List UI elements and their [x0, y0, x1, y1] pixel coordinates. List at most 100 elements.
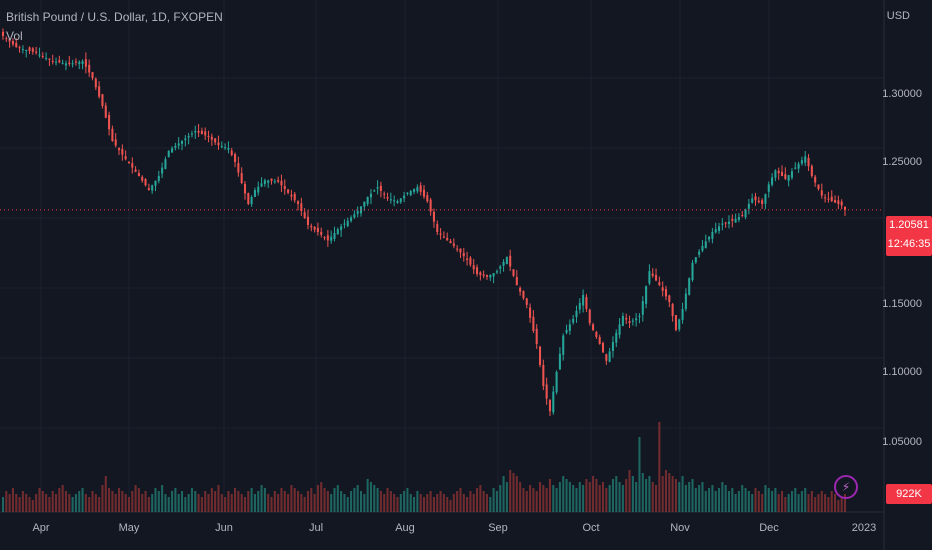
- candle-body: [330, 236, 333, 241]
- volume-bar: [684, 485, 687, 512]
- candle-body: [369, 193, 372, 198]
- volume-bar: [55, 494, 58, 512]
- candle-body: [648, 271, 651, 284]
- x-tick: Sep: [488, 522, 508, 534]
- volume-bar: [383, 494, 386, 512]
- candle-body: [469, 257, 472, 265]
- volume-bar: [234, 488, 237, 512]
- volume-bar: [204, 491, 207, 512]
- volume-bar: [688, 482, 691, 512]
- volume-bar: [316, 485, 319, 512]
- volume-bar: [621, 485, 624, 512]
- volume-bar: [379, 491, 382, 512]
- volume-bar: [585, 479, 588, 512]
- volume-bar: [28, 497, 31, 512]
- volume-bar: [373, 485, 376, 512]
- volume-bar: [194, 491, 197, 512]
- candle-body: [698, 251, 701, 255]
- symbol-title[interactable]: British Pound / U.S. Dollar, 1D, FXOPEN: [6, 10, 223, 24]
- volume-bar: [71, 497, 74, 512]
- volume-bar: [313, 494, 316, 512]
- volume-bar: [601, 482, 605, 512]
- volume-bar: [11, 488, 14, 512]
- volume-bar: [810, 491, 813, 512]
- volume-bar: [240, 494, 243, 512]
- x-tick: Apr: [32, 522, 50, 534]
- candle-body: [625, 318, 628, 320]
- volume-bar: [701, 482, 704, 512]
- volume-bar: [117, 488, 121, 512]
- volume-bar: [830, 491, 833, 512]
- candle-body: [747, 204, 750, 209]
- candle-body: [532, 316, 535, 331]
- candle-body: [572, 318, 575, 323]
- candle-body: [701, 246, 704, 251]
- volume-bar: [459, 488, 462, 512]
- volume-bar: [161, 485, 164, 512]
- candle-body: [691, 262, 694, 280]
- volume-bar: [137, 488, 140, 512]
- lightning-icon[interactable]: ⚡: [834, 475, 858, 499]
- candle-body: [595, 331, 598, 337]
- candle-body: [548, 400, 551, 412]
- volume-bar: [340, 491, 343, 512]
- volume-bar: [711, 485, 714, 512]
- volume-bar: [253, 494, 256, 512]
- volume-bar: [734, 494, 737, 512]
- volume-bar: [297, 491, 300, 512]
- volume-bar: [386, 488, 389, 512]
- volume-bar: [220, 494, 223, 512]
- volume-bar: [548, 479, 551, 512]
- candle-body: [678, 319, 681, 330]
- volume-bar: [180, 491, 184, 512]
- candle-body: [111, 128, 114, 141]
- volume-bar: [522, 488, 525, 512]
- volume-bar: [638, 437, 641, 512]
- volume-bar: [283, 491, 286, 512]
- volume-bar: [774, 488, 777, 512]
- volume-bar: [78, 491, 81, 512]
- volume-bar: [111, 491, 114, 512]
- volume-bar: [356, 485, 359, 512]
- candle-body: [303, 212, 306, 218]
- candle-body: [177, 143, 180, 146]
- volume-bar: [224, 497, 227, 512]
- volume-bar: [545, 488, 548, 512]
- candle-body: [399, 198, 402, 203]
- candle-body: [379, 185, 382, 191]
- volume-bar: [840, 497, 843, 512]
- volume-bar: [651, 482, 654, 512]
- candle-body: [35, 51, 38, 53]
- candle-body: [452, 243, 455, 246]
- candle-body: [257, 186, 260, 193]
- volume-bar: [820, 491, 823, 512]
- candle-body: [5, 38, 8, 40]
- volume-bar: [167, 497, 170, 512]
- candle-body: [273, 181, 276, 183]
- candle-body: [187, 136, 190, 138]
- candle-body: [91, 72, 94, 78]
- volume-bar: [724, 485, 727, 512]
- candle-body: [270, 178, 273, 181]
- candle-body: [671, 303, 674, 316]
- candle-body: [456, 248, 459, 250]
- candle-body: [121, 148, 124, 155]
- last-price-badge[interactable]: 1.20581 12:46:35: [886, 216, 932, 256]
- volume-bar: [771, 491, 774, 512]
- volume-bar: [51, 491, 54, 512]
- candle-body: [25, 50, 28, 51]
- volume-bar: [714, 491, 717, 512]
- candle-body: [767, 184, 770, 192]
- candle-body: [55, 61, 58, 63]
- volume-bar: [343, 494, 346, 512]
- candle-body: [144, 179, 147, 186]
- volume-bar: [737, 491, 740, 512]
- volume-bar: [582, 485, 585, 512]
- volume-indicator-label[interactable]: Vol: [6, 29, 23, 43]
- candle-body: [114, 139, 117, 146]
- volume-bar: [658, 422, 661, 512]
- candle-body: [58, 60, 61, 63]
- volume-bar: [147, 497, 150, 512]
- volume-bar: [18, 497, 21, 512]
